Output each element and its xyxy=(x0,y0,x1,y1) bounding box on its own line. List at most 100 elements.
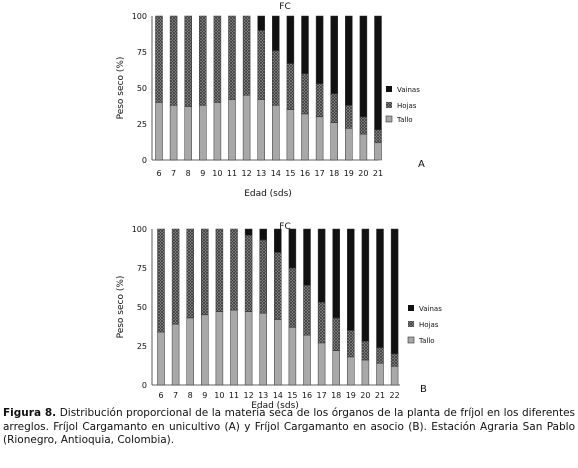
chart-a-bar-tallo-12 xyxy=(242,94,251,161)
chart-a-xtick-label: 7 xyxy=(171,169,176,178)
chart-b-bar-tallo-13 xyxy=(259,312,267,386)
legend-swatch-hojas xyxy=(386,102,392,108)
chart-a-ylabel: Peso seco (%) xyxy=(116,57,126,120)
chart-b-bar-hojas-22 xyxy=(390,353,399,367)
chart-b-xtick-label: 14 xyxy=(273,391,283,400)
chart-a-xtick-label: 14 xyxy=(271,169,281,178)
chart-b-bar-hojas-17 xyxy=(317,302,326,344)
chart-a-bar-vainas-16 xyxy=(301,15,309,74)
chart-a-xtick-label: 21 xyxy=(373,169,383,178)
chart-b-xtick-label: 16 xyxy=(302,391,312,400)
chart-b-xtick-label: 19 xyxy=(346,391,356,400)
chart-b-xtick-label: 20 xyxy=(360,391,370,400)
legend-swatch-tallo xyxy=(407,336,415,344)
chart-b-xtick-label: 15 xyxy=(287,391,297,400)
legend-swatch-hojas xyxy=(408,321,414,327)
chart-a-bar-vainas-14 xyxy=(272,15,280,51)
chart-b-bar-hojas-13 xyxy=(259,239,267,314)
chart-b-bar-hojas-6 xyxy=(157,228,165,333)
chart-a-bar-hojas-14 xyxy=(272,50,280,106)
chart-b-bar-tallo-8 xyxy=(186,317,194,386)
chart-a-xtick-label: 18 xyxy=(329,169,339,178)
chart-b-bar-vainas-14 xyxy=(274,228,282,253)
chart-a-bar-tallo-21 xyxy=(374,142,382,161)
chart-b-xtick-label: 13 xyxy=(258,391,268,400)
chart-a-bar-vainas-13 xyxy=(257,15,265,31)
figure-caption: Figura 8. Distribución proporcional de l… xyxy=(3,407,575,448)
chart-b-bar-tallo-20 xyxy=(361,359,370,386)
chart-b-yticks: 0 25 50 75 100 xyxy=(132,225,147,390)
chart-a-bar-hojas-6 xyxy=(155,15,163,103)
chart-b-ytick-label: 0 xyxy=(142,381,147,390)
chart-b-title: FC xyxy=(279,222,290,232)
chart-a-xtick-label: 10 xyxy=(212,169,222,178)
chart-a-xtick-label: 12 xyxy=(242,169,252,178)
chart-b-xtick-label: 17 xyxy=(317,391,327,400)
chart-a-bar-tallo-20 xyxy=(359,133,368,161)
chart-b-ylabel: Peso seco (%) xyxy=(116,276,126,339)
chart-b-bar-hojas-19 xyxy=(347,330,355,358)
chart-a-xtick-label: 15 xyxy=(285,169,295,178)
chart-b-bar-hojas-10 xyxy=(215,228,224,312)
chart-a-bar-hojas-12 xyxy=(242,15,251,96)
chart-b-bar-hojas-20 xyxy=(361,341,370,361)
chart-a-xtick-label: 16 xyxy=(300,169,310,178)
chart-b-ytick-label: 75 xyxy=(137,264,147,273)
chart-a-bars xyxy=(155,15,382,161)
chart-a-bar-hojas-10 xyxy=(213,15,222,103)
chart-b-bar-hojas-12 xyxy=(244,234,253,312)
chart-b-bar-hojas-8 xyxy=(186,228,194,319)
chart-b-bar-vainas-12 xyxy=(244,228,253,236)
chart-b-bar-vainas-13 xyxy=(259,228,267,241)
chart-b-bar-vainas-19 xyxy=(347,228,355,331)
chart-b-bar-vainas-22 xyxy=(390,228,399,355)
caption-label: Figura 8. xyxy=(3,407,57,419)
chart-b-bar-hojas-16 xyxy=(303,284,311,336)
chart-b-bar-tallo-16 xyxy=(303,334,311,386)
chart-b-bar-tallo-10 xyxy=(215,311,224,386)
chart-b-bar-hojas-11 xyxy=(230,228,238,311)
chart-b-ytick-label: 100 xyxy=(132,225,147,234)
chart-a-bar-hojas-11 xyxy=(228,15,236,100)
chart-b-bar-hojas-15 xyxy=(288,267,297,328)
chart-b-bar-tallo-19 xyxy=(347,356,355,386)
chart-b-xtick-label: 10 xyxy=(214,391,224,400)
chart-a-bar-tallo-18 xyxy=(330,122,338,161)
chart-b-xtick-label: 11 xyxy=(229,391,239,400)
chart-b-bar-vainas-15 xyxy=(288,228,297,269)
chart-b-bar-tallo-22 xyxy=(390,366,399,386)
chart-b-ytick-label: 25 xyxy=(137,342,147,351)
chart-a-bar-vainas-18 xyxy=(330,15,338,95)
chart-b-legend: Vainas Hojas Tallo xyxy=(407,305,442,345)
chart-b-bar-tallo-15 xyxy=(288,327,297,386)
chart-b-bar-vainas-16 xyxy=(303,228,311,286)
chart-a-xtick-label: 8 xyxy=(186,169,191,178)
chart-a-xtick-label: 6 xyxy=(156,169,161,178)
chart-b-xtick-label: 6 xyxy=(158,391,163,400)
chart-a-bar-vainas-17 xyxy=(315,15,324,84)
legend-swatch-tallo xyxy=(385,115,393,123)
chart-a-xtick-label: 13 xyxy=(256,169,266,178)
chart-a-xtick-label: 19 xyxy=(344,169,354,178)
chart-a-xtick-label: 17 xyxy=(315,169,325,178)
chart-b-bar-hojas-7 xyxy=(171,228,180,325)
caption-text: Distribución proporcional de la materia … xyxy=(3,407,576,446)
chart-b-ytick-label: 50 xyxy=(137,303,147,312)
chart-a: FC Peso seco (%) 0 25 50 75 100 6 7 8 9 10 11… xyxy=(116,2,425,199)
chart-a-bar-vainas-21 xyxy=(374,15,382,131)
chart-a-bar-tallo-9 xyxy=(199,105,207,161)
chart-b-bar-vainas-20 xyxy=(361,228,370,342)
chart-a-bar-tallo-10 xyxy=(213,102,222,161)
chart-a-bar-tallo-14 xyxy=(272,105,280,161)
chart-b-xtick-label: 18 xyxy=(331,391,341,400)
legend-swatch-vainas xyxy=(408,305,414,311)
chart-b-xtick-label: 9 xyxy=(202,391,207,400)
chart-a-ytick-label: 75 xyxy=(137,48,147,57)
chart-b-bar-vainas-17 xyxy=(317,228,326,303)
chart-a-ytick-label: 100 xyxy=(132,12,147,21)
chart-a-bar-tallo-11 xyxy=(228,99,236,161)
chart-a-bar-hojas-7 xyxy=(169,15,178,106)
chart-a-bar-tallo-19 xyxy=(345,128,353,161)
chart-a-bar-vainas-15 xyxy=(286,15,295,64)
chart-a-bar-hojas-8 xyxy=(184,15,192,107)
